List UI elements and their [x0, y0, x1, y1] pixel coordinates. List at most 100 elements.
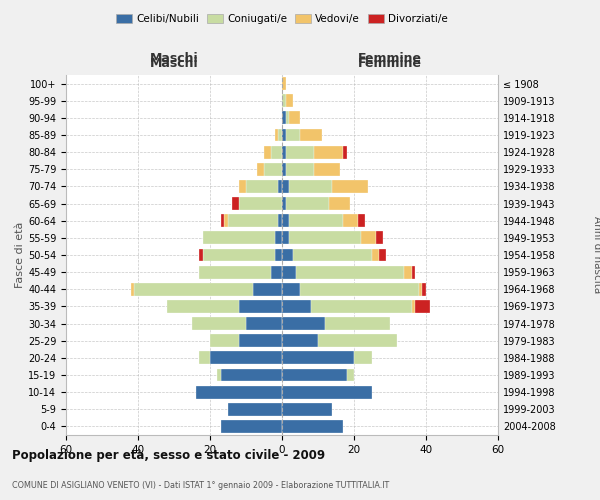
Bar: [203, 248, 275, 262]
Bar: [282, 248, 293, 262]
Bar: [419, 283, 422, 296]
Bar: [131, 283, 134, 296]
Bar: [282, 214, 289, 227]
Bar: [311, 300, 412, 313]
Text: Femmine: Femmine: [358, 57, 422, 70]
Bar: [199, 248, 203, 262]
Bar: [282, 300, 311, 313]
Bar: [282, 352, 354, 364]
Y-axis label: Fasce di età: Fasce di età: [15, 222, 25, 288]
Bar: [228, 214, 278, 227]
Bar: [325, 317, 390, 330]
Bar: [404, 266, 412, 278]
Bar: [264, 163, 282, 175]
Bar: [293, 248, 372, 262]
Bar: [257, 163, 264, 175]
Bar: [282, 266, 296, 278]
Bar: [282, 232, 289, 244]
Bar: [275, 128, 278, 141]
Bar: [282, 197, 286, 210]
Bar: [300, 283, 419, 296]
Bar: [343, 214, 358, 227]
Bar: [286, 163, 314, 175]
Bar: [253, 283, 282, 296]
Text: Popolazione per età, sesso e stato civile - 2009: Popolazione per età, sesso e stato civil…: [12, 450, 325, 462]
Bar: [332, 180, 368, 193]
Bar: [422, 283, 426, 296]
Bar: [221, 420, 282, 433]
Bar: [286, 197, 329, 210]
Bar: [286, 128, 300, 141]
Bar: [275, 232, 282, 244]
Bar: [246, 317, 282, 330]
Legend: Celibi/Nubili, Coniugati/e, Vedovi/e, Divorziati/e: Celibi/Nubili, Coniugati/e, Vedovi/e, Di…: [112, 10, 452, 29]
Bar: [354, 352, 372, 364]
Bar: [282, 180, 289, 193]
Bar: [278, 180, 282, 193]
Bar: [347, 368, 354, 382]
Bar: [246, 180, 278, 193]
Bar: [199, 266, 271, 278]
Bar: [282, 368, 347, 382]
Bar: [318, 334, 397, 347]
Bar: [286, 112, 289, 124]
Bar: [196, 386, 282, 398]
Bar: [282, 77, 286, 90]
Bar: [289, 112, 300, 124]
Bar: [289, 180, 332, 193]
Bar: [314, 146, 343, 158]
Text: Anni di nascita: Anni di nascita: [592, 216, 600, 294]
Bar: [358, 214, 365, 227]
Text: Maschi: Maschi: [149, 52, 199, 64]
Bar: [282, 163, 286, 175]
Bar: [221, 214, 224, 227]
Bar: [412, 266, 415, 278]
Bar: [275, 248, 282, 262]
Bar: [343, 146, 347, 158]
Bar: [282, 403, 332, 415]
Bar: [282, 317, 325, 330]
Bar: [372, 248, 379, 262]
Text: COMUNE DI ASIGLIANO VENETO (VI) - Dati ISTAT 1° gennaio 2009 - Elaborazione TUTT: COMUNE DI ASIGLIANO VENETO (VI) - Dati I…: [12, 481, 389, 490]
Bar: [289, 232, 361, 244]
Bar: [224, 214, 228, 227]
Bar: [239, 197, 282, 210]
Bar: [192, 317, 246, 330]
Bar: [199, 352, 210, 364]
Bar: [376, 232, 383, 244]
Bar: [282, 128, 286, 141]
Bar: [203, 232, 275, 244]
Bar: [361, 232, 376, 244]
Bar: [379, 248, 386, 262]
Bar: [412, 300, 415, 313]
Bar: [282, 386, 372, 398]
Text: Femmine: Femmine: [358, 52, 422, 64]
Bar: [282, 112, 286, 124]
Bar: [239, 180, 246, 193]
Bar: [210, 352, 282, 364]
Bar: [217, 368, 221, 382]
Bar: [278, 214, 282, 227]
Bar: [300, 128, 322, 141]
Bar: [282, 94, 286, 107]
Bar: [271, 266, 282, 278]
Bar: [282, 420, 343, 433]
Bar: [296, 266, 404, 278]
Bar: [329, 197, 350, 210]
Bar: [415, 300, 430, 313]
Text: Maschi: Maschi: [149, 57, 199, 70]
Bar: [221, 368, 282, 382]
Bar: [264, 146, 271, 158]
Bar: [232, 197, 239, 210]
Bar: [314, 163, 340, 175]
Bar: [282, 283, 300, 296]
Bar: [239, 334, 282, 347]
Bar: [278, 128, 282, 141]
Bar: [228, 403, 282, 415]
Bar: [286, 146, 314, 158]
Bar: [282, 146, 286, 158]
Bar: [282, 334, 318, 347]
Bar: [210, 334, 239, 347]
Bar: [271, 146, 282, 158]
Bar: [286, 94, 293, 107]
